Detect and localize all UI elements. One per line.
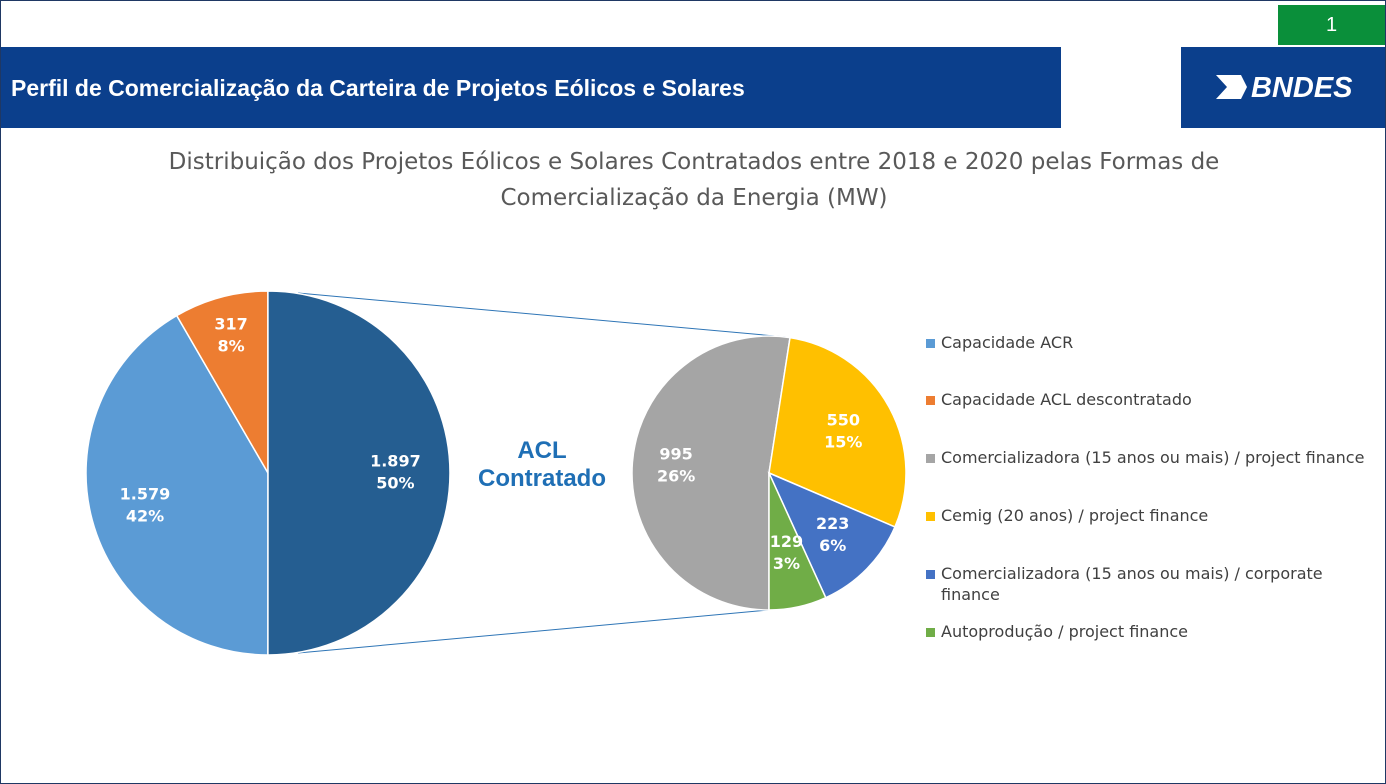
page-number: 1 bbox=[1278, 5, 1385, 45]
legend-label: Capacidade ACR bbox=[941, 333, 1074, 352]
percent-label: 3% bbox=[773, 554, 800, 573]
legend-swatch bbox=[926, 512, 935, 521]
percent-label: 50% bbox=[376, 474, 414, 493]
value-label: 550 bbox=[827, 410, 860, 429]
value-label: 223 bbox=[816, 514, 849, 533]
legend-swatch bbox=[926, 396, 935, 405]
value-label: 1.579 bbox=[120, 485, 171, 504]
logo-icon bbox=[1216, 75, 1247, 99]
logo: BNDES bbox=[1251, 72, 1353, 104]
percent-label: 26% bbox=[657, 466, 695, 485]
connector bbox=[297, 292, 787, 338]
logo-box bbox=[1181, 47, 1385, 128]
header-bar bbox=[1, 47, 1061, 128]
legend-label: Comercializadora (15 anos ou mais) / pro… bbox=[941, 448, 1365, 467]
percent-label: 6% bbox=[819, 536, 846, 555]
legend-swatch bbox=[926, 628, 935, 637]
slice bbox=[768, 336, 907, 528]
legend-label: Capacidade ACL descontratado bbox=[941, 390, 1192, 409]
slice bbox=[175, 290, 269, 476]
value-label: 317 bbox=[214, 314, 247, 333]
connector bbox=[297, 609, 770, 654]
slice bbox=[267, 290, 451, 656]
legend-label: Cemig (20 anos) / project finance bbox=[941, 506, 1209, 525]
slice bbox=[768, 472, 827, 611]
legend-swatch bbox=[926, 570, 935, 579]
value-label: 129 bbox=[770, 532, 803, 551]
value-label: 995 bbox=[659, 444, 692, 463]
legend-label: Comercializadora (15 anos ou mais) / cor… bbox=[941, 564, 1323, 604]
chart-title: Distribuição dos Projetos Eólicos e Sola… bbox=[168, 149, 1220, 211]
center-label: ACL Contratado bbox=[478, 437, 606, 492]
percent-label: 15% bbox=[824, 432, 862, 451]
legend-swatch bbox=[926, 339, 935, 348]
percent-label: 8% bbox=[218, 336, 245, 355]
slice bbox=[631, 335, 791, 611]
slice bbox=[767, 471, 896, 599]
value-label: 1.897 bbox=[370, 452, 421, 471]
header-title: Perfil de Comercialização da Carteira de… bbox=[11, 75, 745, 101]
legend-label: Autoprodução / project finance bbox=[941, 622, 1188, 641]
slice bbox=[85, 314, 269, 656]
percent-label: 42% bbox=[126, 507, 164, 526]
legend-swatch bbox=[926, 454, 935, 463]
